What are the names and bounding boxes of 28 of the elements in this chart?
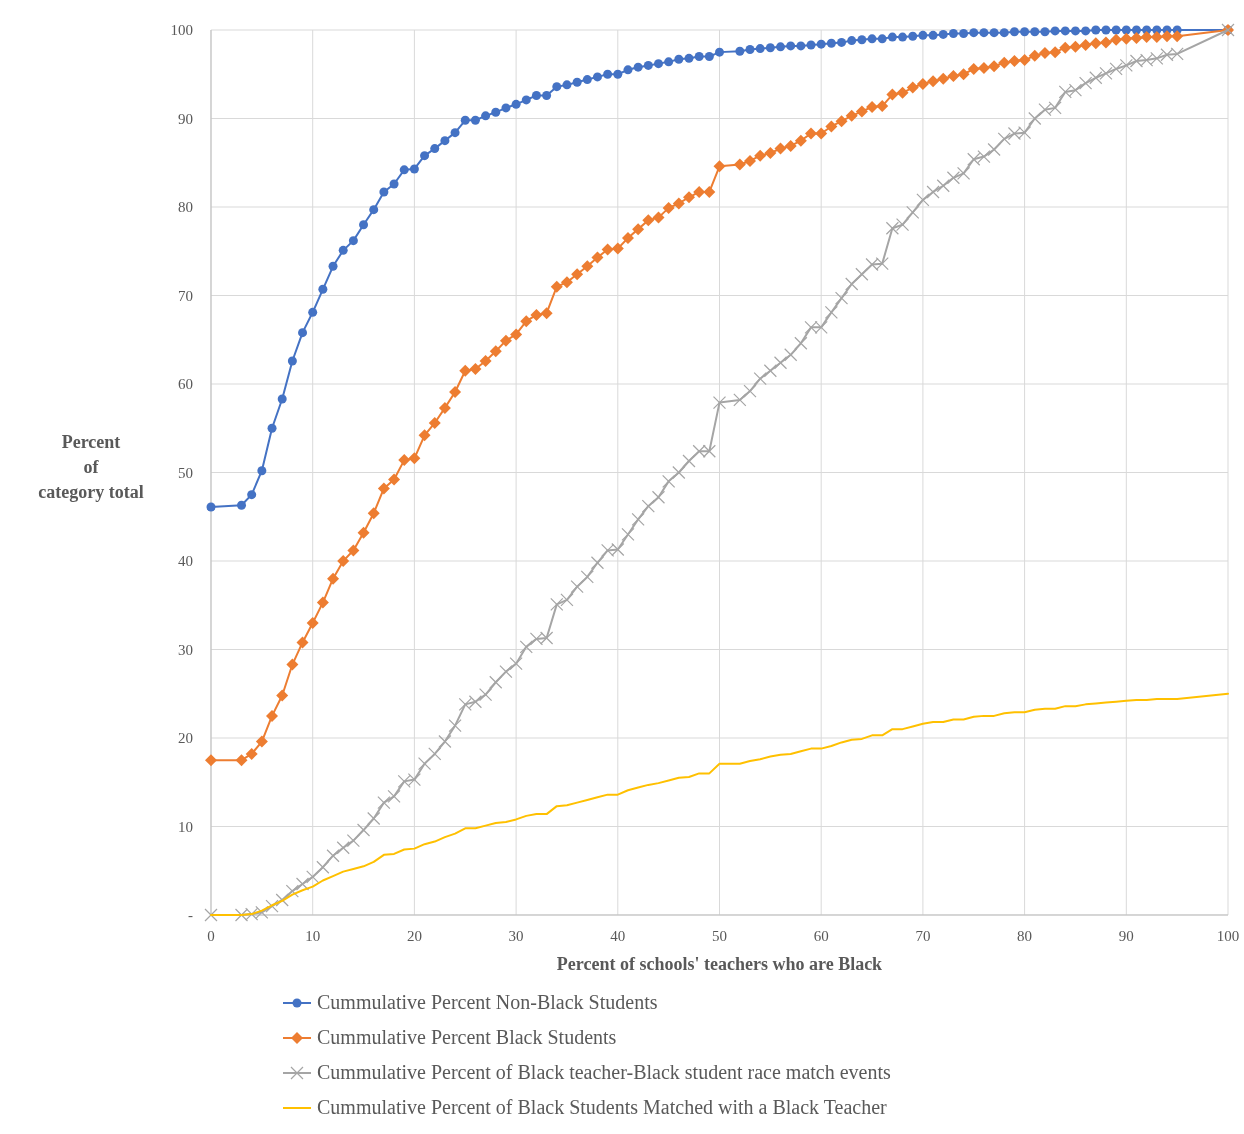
legend-label: Cummulative Percent of Black Students Matched with a Black Teacher xyxy=(317,1096,888,1118)
x-tick-label: 40 xyxy=(610,928,626,944)
x-tick-label: 10 xyxy=(305,928,321,944)
x-tick-label: 100 xyxy=(1216,928,1240,944)
x-tick-label: 90 xyxy=(1118,928,1134,944)
y-tick-label: 40 xyxy=(178,553,193,569)
x-tick-label: 30 xyxy=(508,928,524,944)
y-tick-label: 10 xyxy=(178,818,193,835)
x-tick-label: 20 xyxy=(406,928,422,944)
y-tick-label: 100 xyxy=(170,22,193,38)
legend-label: Cummulative Percent Non-Black Students xyxy=(317,991,658,1013)
x-tick-label: 50 xyxy=(712,928,727,944)
x-tick-label: 70 xyxy=(915,928,931,944)
y-tick-label: 80 xyxy=(178,199,193,215)
legend-label: Cummulative Percent of Black teacher-Black student race match events xyxy=(317,1061,892,1083)
y-tick-label: - xyxy=(188,907,193,923)
y-axis-title: Percent of category total xyxy=(38,431,144,502)
x-tick-label: 80 xyxy=(1017,928,1033,944)
y-tick-label: 60 xyxy=(178,376,193,392)
x-tick-label: 0 xyxy=(207,928,215,944)
x-axis-title: Percent of schools' teachers who are Black xyxy=(556,954,883,974)
y-tick-label: 90 xyxy=(178,110,193,127)
y-tick-label: 50 xyxy=(178,464,193,481)
legend-label: Cummulative Percent Black Students xyxy=(317,1026,617,1048)
x-tick-label: 60 xyxy=(813,928,829,944)
y-tick-label: 20 xyxy=(178,730,193,746)
y-tick-label: 70 xyxy=(178,287,193,304)
y-tick-label: 30 xyxy=(178,641,193,658)
